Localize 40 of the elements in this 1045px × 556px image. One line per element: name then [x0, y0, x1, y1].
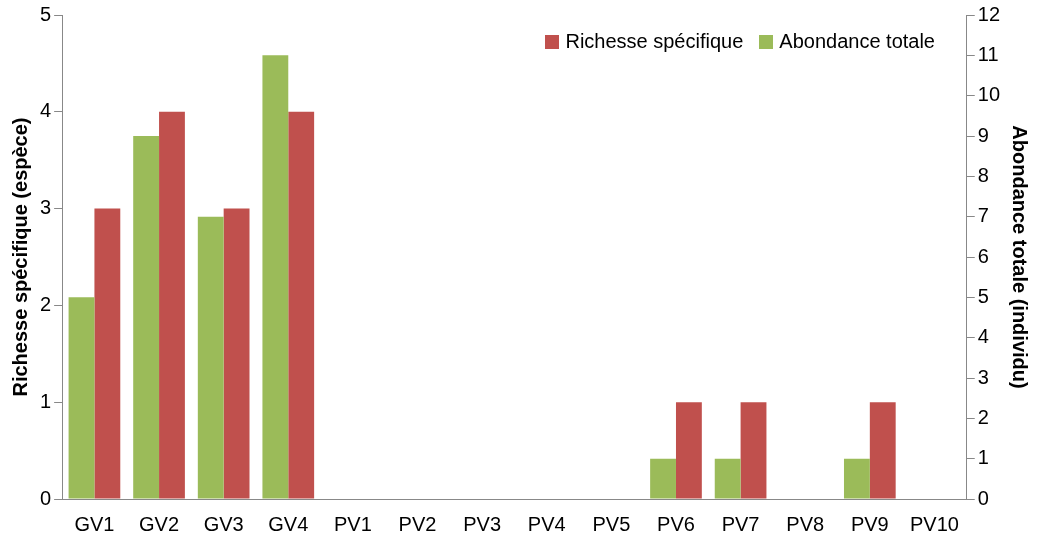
y-tick-label: 2: [40, 292, 52, 315]
legend-label: Richesse spécifique: [565, 30, 744, 53]
y-tick-label: 4: [40, 99, 52, 122]
y-tick-label: 3: [40, 196, 52, 219]
x-tick-label: PV6: [657, 512, 695, 535]
y2-tick-label: 12: [977, 2, 1000, 25]
y2-tick-label: 4: [977, 325, 989, 348]
x-tick-label: GV3: [203, 512, 244, 535]
x-tick-label: GV4: [268, 512, 309, 535]
y-tick-label: 5: [40, 2, 52, 25]
y2-tick-label: 8: [977, 163, 989, 186]
y2-tick-label: 10: [977, 83, 1000, 106]
x-tick-label: PV9: [850, 512, 889, 535]
y-tick-label: 0: [40, 486, 52, 509]
x-tick-label: PV2: [398, 512, 437, 535]
x-tick-label: GV2: [139, 512, 180, 535]
y2-tick-label: 5: [977, 284, 989, 307]
y2-tick-label: 11: [977, 42, 999, 65]
x-tick-label: PV5: [592, 512, 631, 535]
x-tick-label: PV8: [786, 512, 825, 535]
legend-label: Abondance totale: [779, 30, 935, 53]
bar: [740, 402, 767, 499]
x-tick-label: PV10: [909, 512, 959, 535]
y2-tick-label: 3: [977, 365, 989, 388]
y2-tick-label: 0: [977, 486, 989, 509]
x-tick-label: PV4: [527, 512, 566, 535]
x-tick-label: PV3: [463, 512, 502, 535]
y2-tick-label: 9: [977, 123, 989, 146]
x-tick-label: GV1: [74, 512, 115, 535]
y-tick-label: 1: [40, 389, 52, 412]
y2-tick-label: 1: [977, 446, 989, 469]
y2-tick-label: 6: [977, 244, 989, 267]
x-tick-label: PV7: [721, 512, 760, 535]
y-axis-title: Richesse spécifique (espèce): [8, 117, 31, 397]
y2-tick-label: 2: [977, 405, 989, 428]
bar: [869, 402, 896, 499]
bar: [675, 402, 702, 499]
x-tick-label: PV1: [333, 512, 372, 535]
y2-tick-label: 7: [977, 204, 989, 227]
y2-axis-title: Abondance totale (individu): [1009, 125, 1032, 389]
